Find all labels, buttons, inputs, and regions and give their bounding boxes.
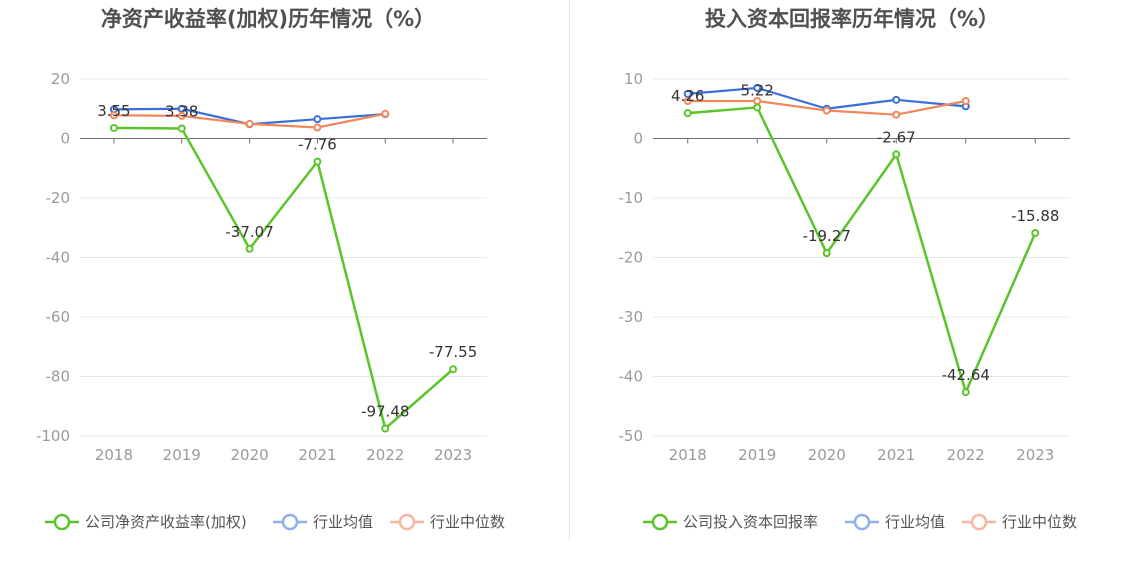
data-point[interactable]	[822, 106, 831, 115]
legend-marker	[53, 513, 71, 531]
roic-chart: 投入资本回报率历年情况（%） 10 0 -10 -20 -30 -40 -50 2018 201…	[619, 7, 1078, 531]
data-point[interactable]	[683, 109, 692, 118]
data-point[interactable]	[753, 103, 762, 112]
panel-divider	[569, 0, 570, 540]
x-tick-label: 2022	[366, 446, 404, 464]
data-point[interactable]	[449, 365, 458, 374]
legend-label: 行业中位数	[430, 513, 505, 531]
y-tick-label: -20	[46, 189, 71, 207]
y-tick-label: -80	[46, 368, 71, 386]
y-tick-label: 0	[60, 130, 70, 148]
data-point[interactable]	[109, 111, 118, 120]
x-tick-label: 2018	[669, 446, 707, 464]
data-label: 5.22	[741, 81, 774, 99]
data-point[interactable]	[892, 150, 901, 159]
data-point[interactable]	[177, 124, 186, 133]
roe-chart: 净资产收益率(加权)历年情况（%） 20 0 -20 -40 -60 -80 -100 201…	[36, 7, 505, 531]
legend-marker	[651, 513, 669, 531]
data-point[interactable]	[177, 104, 186, 113]
data-point[interactable]	[177, 111, 186, 120]
y-tick-label: -100	[36, 427, 70, 445]
roic-chart-panel: 投入资本回报率历年情况（%） 10 0 -10 -20 -30 -40 -50 2018 201…	[567, 0, 1134, 582]
y-tick-label: -50	[619, 427, 644, 445]
x-tick-label: 2021	[298, 446, 336, 464]
legend-item[interactable]: 行业均值	[845, 513, 945, 531]
x-tick-label: 2021	[877, 446, 915, 464]
y-tick-label: -30	[619, 308, 644, 326]
data-point[interactable]	[822, 249, 831, 258]
legend-item[interactable]: 行业均值	[273, 513, 373, 531]
legend-item[interactable]: 公司投入资本回报率	[643, 513, 818, 531]
data-point[interactable]	[961, 388, 970, 397]
data-label: -42.64	[942, 366, 990, 384]
data-label: -97.48	[361, 403, 409, 421]
data-point[interactable]	[245, 244, 254, 253]
x-tick-label: 2023	[434, 446, 472, 464]
x-tick-label: 2019	[163, 446, 201, 464]
legend-label: 公司投入资本回报率	[683, 513, 818, 531]
y-tick-label: -60	[46, 308, 71, 326]
data-label: -2.67	[877, 128, 916, 146]
data-label: 4.26	[671, 87, 704, 105]
x-tick-label: 2020	[230, 446, 268, 464]
y-tick-label: -40	[46, 249, 71, 267]
legend-item[interactable]: 行业中位数	[962, 513, 1077, 531]
data-point[interactable]	[753, 83, 762, 92]
series-line	[113, 126, 454, 430]
legend-label: 公司净资产收益率(加权)	[85, 513, 247, 531]
data-point[interactable]	[961, 97, 970, 106]
legend-marker	[398, 513, 416, 531]
data-label: 3.38	[165, 102, 198, 120]
y-tick-label: -20	[619, 249, 644, 267]
data-point[interactable]	[381, 109, 390, 118]
data-label: -37.07	[225, 223, 273, 241]
data-label: -7.76	[298, 136, 337, 154]
data-point[interactable]	[313, 123, 322, 132]
y-tick-label: 10	[624, 70, 643, 88]
data-point[interactable]	[892, 110, 901, 119]
x-tick-label: 2018	[95, 446, 133, 464]
legend-label: 行业中位数	[1002, 513, 1077, 531]
data-point[interactable]	[313, 157, 322, 166]
legend-item[interactable]: 行业中位数	[390, 513, 505, 531]
y-tick-label: -40	[619, 368, 644, 386]
data-label: -19.27	[803, 227, 851, 245]
legend-marker	[281, 513, 299, 531]
legend-marker	[853, 513, 871, 531]
x-tick-label: 2022	[947, 446, 985, 464]
legend-label: 行业均值	[313, 513, 373, 531]
y-tick-label: 0	[633, 130, 643, 148]
data-label: -15.88	[1011, 207, 1059, 225]
series-line	[687, 106, 1037, 394]
data-point[interactable]	[892, 95, 901, 104]
legend-item[interactable]: 公司净资产收益率(加权)	[45, 513, 247, 531]
data-point[interactable]	[1031, 228, 1040, 237]
data-point[interactable]	[683, 89, 692, 98]
data-point[interactable]	[683, 97, 692, 106]
chart-title: 投入资本回报率历年情况（%）	[705, 7, 999, 31]
data-point[interactable]	[313, 115, 322, 124]
legend-label: 行业均值	[885, 513, 945, 531]
data-point[interactable]	[381, 424, 390, 433]
y-tick-label: 20	[51, 70, 70, 88]
y-tick-label: -10	[619, 189, 644, 207]
roe-chart-panel: 净资产收益率(加权)历年情况（%） 20 0 -20 -40 -60 -80 -100 201…	[36, 7, 505, 531]
x-tick-label: 2020	[808, 446, 846, 464]
x-tick-label: 2019	[738, 446, 776, 464]
data-label: 3.55	[97, 102, 130, 120]
data-point[interactable]	[109, 123, 118, 132]
chart-title: 净资产收益率(加权)历年情况（%）	[101, 7, 435, 31]
data-label: -77.55	[429, 343, 477, 361]
legend-marker	[970, 513, 988, 531]
x-tick-label: 2023	[1016, 446, 1054, 464]
data-point[interactable]	[245, 119, 254, 128]
